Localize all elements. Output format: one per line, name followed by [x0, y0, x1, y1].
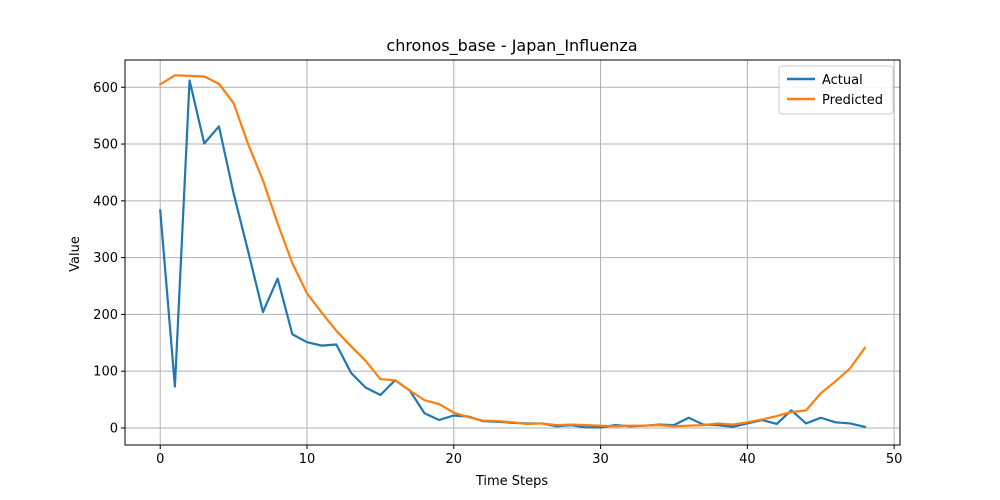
grid-lines — [125, 60, 900, 445]
series-line-predicted — [158, 74, 867, 428]
series-layer — [158, 74, 867, 429]
chart-title: chronos_base - Japan_Influenza — [386, 36, 637, 56]
y-tick-label: 200 — [93, 308, 118, 323]
y-axis-label: Value — [68, 236, 83, 272]
y-tick-label: 500 — [93, 138, 118, 153]
y-tick-label: 300 — [93, 251, 118, 266]
x-axis-label: Time Steps — [475, 474, 549, 489]
legend-label-predicted: Predicted — [822, 93, 883, 108]
y-tick-label: 600 — [93, 81, 118, 96]
plot-frame — [124, 59, 901, 446]
x-tick-label: 40 — [739, 452, 756, 467]
y-tick-label: 400 — [93, 194, 118, 209]
x-tick-label: 0 — [156, 452, 164, 467]
x-tick-label: 50 — [886, 452, 903, 467]
x-tick-label: 30 — [592, 452, 609, 467]
x-tick-label: 10 — [299, 452, 316, 467]
y-tick-label: 100 — [93, 365, 118, 380]
x-tick-label: 20 — [446, 452, 463, 467]
legend-label-actual: Actual — [822, 73, 863, 88]
y-tick-label: 0 — [110, 421, 118, 436]
series-line-actual — [159, 79, 867, 429]
legend: Actual Predicted — [778, 65, 894, 115]
